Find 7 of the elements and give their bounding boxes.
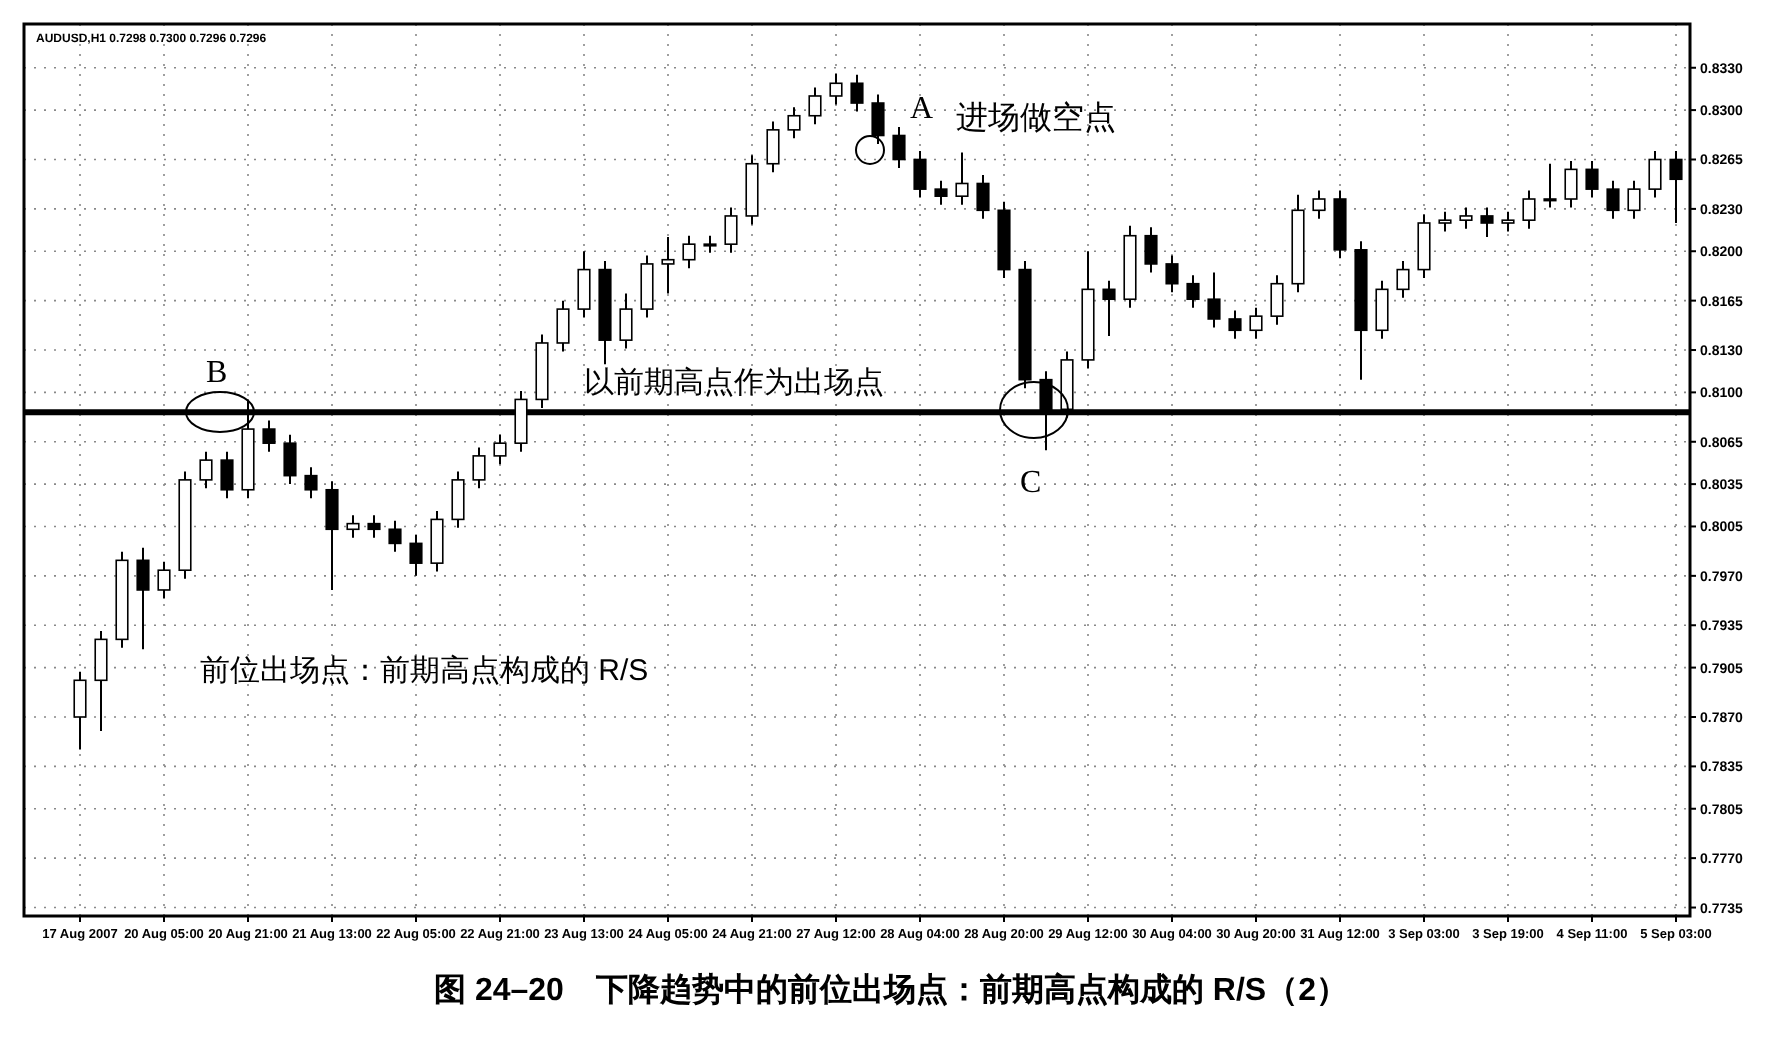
text: 图 24–20 下降趋势中的前位出场点：前期高点构成的 R/S（2） <box>434 970 1348 1008</box>
annotation: B <box>206 356 228 390</box>
annotation: 以前期高点作为出场点 <box>584 366 884 400</box>
annotation: A <box>910 92 934 126</box>
annotation: 前位出场点：前期高点构成的 R/S <box>200 654 649 688</box>
annotation: C <box>1020 466 1042 500</box>
annotation: 进场做空点 <box>956 102 1116 136</box>
